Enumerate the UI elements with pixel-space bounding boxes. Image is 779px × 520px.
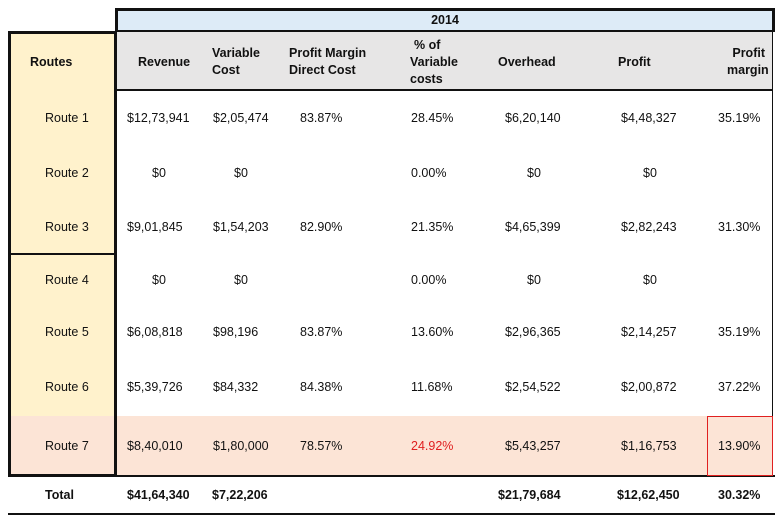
overhead-cell[interactable]: $2,96,365: [505, 325, 561, 339]
revenue-cell[interactable]: $8,40,010: [127, 439, 183, 453]
total-profit[interactable]: $12,62,450: [617, 488, 680, 502]
divider: [8, 475, 775, 477]
overhead-cell[interactable]: $2,54,522: [505, 380, 561, 394]
profit-cell[interactable]: $2,82,243: [621, 219, 677, 234]
route7-highlight: [11, 416, 114, 474]
divider: [8, 513, 775, 515]
total-route[interactable]: Total: [45, 488, 74, 502]
pct-variable-cell[interactable]: 11.68%: [411, 380, 453, 394]
pct-variable-cell[interactable]: 21.35%: [411, 219, 454, 234]
revenue-cell[interactable]: $5,39,726: [127, 380, 183, 394]
overhead-cell[interactable]: $0: [527, 166, 541, 180]
revenue-cell[interactable]: $6,08,818: [127, 325, 183, 339]
pm-direct-cell[interactable]: 83.87%: [300, 325, 343, 339]
variable-cost-cell[interactable]: $2,05,474: [213, 111, 269, 125]
profit-cell[interactable]: $2,14,257: [621, 325, 677, 339]
revenue-cell[interactable]: $0: [152, 166, 166, 180]
total-variable-cost[interactable]: $7,22,206: [212, 488, 268, 502]
profit-margin-cell[interactable]: 13.90%: [718, 439, 761, 453]
route-cell[interactable]: Route 6: [45, 380, 89, 394]
header-row: [117, 31, 773, 91]
total-revenue[interactable]: $41,64,340: [127, 488, 190, 502]
route7-row-highlight: [117, 416, 773, 476]
pct-variable-cell[interactable]: 0.00%: [411, 166, 447, 180]
variable-cost-cell[interactable]: $1,54,203: [213, 219, 269, 234]
overhead-cell[interactable]: $4,65,399: [505, 219, 561, 234]
profit-cell[interactable]: $4,48,327: [621, 111, 677, 125]
profit-margin-cell[interactable]: 35.19%: [718, 325, 761, 339]
divider: [772, 91, 773, 477]
header-revenue: Revenue: [138, 55, 191, 69]
header-overhead: Overhead: [498, 55, 556, 69]
overhead-cell[interactable]: $0: [527, 272, 541, 287]
route-cell[interactable]: Route 2: [45, 166, 89, 180]
revenue-cell[interactable]: $12,73,941: [127, 111, 190, 125]
route-cell[interactable]: Route 4: [45, 272, 89, 287]
header-profit: Profit: [618, 55, 651, 69]
divider: [8, 253, 117, 255]
route-cell[interactable]: Route 1: [45, 111, 89, 125]
variable-cost-cell[interactable]: $98,196: [213, 325, 259, 339]
pct-variable-cell[interactable]: 0.00%: [411, 272, 447, 287]
variable-cost-cell[interactable]: $1,80,000: [213, 439, 269, 453]
header-variable-cost: Variable Cost: [212, 46, 260, 77]
profit-cell[interactable]: $0: [643, 272, 657, 287]
variable-cost-cell[interactable]: $84,332: [213, 380, 259, 394]
overhead-cell[interactable]: $6,20,140: [505, 111, 561, 125]
profit-cell[interactable]: $2,00,872: [621, 380, 677, 394]
profit-cell[interactable]: $0: [643, 166, 657, 180]
header-profit-margin-direct-cost: Profit Margin Direct Cost: [289, 46, 367, 77]
total-overhead[interactable]: $21,79,684: [498, 488, 561, 502]
revenue-cell[interactable]: $9,01,845: [127, 219, 183, 234]
selected-cell-outline[interactable]: [707, 416, 773, 476]
route-cell[interactable]: Route 7: [45, 439, 89, 453]
header-pct-variable-costs: % of Variable costs: [410, 38, 458, 86]
total-profit-margin[interactable]: 30.32%: [718, 488, 761, 502]
profit-cell[interactable]: $1,16,753: [621, 439, 677, 453]
profit-margin-cell[interactable]: 31.30%: [718, 219, 761, 234]
profit-margin-cell[interactable]: 37.22%: [718, 380, 761, 394]
profit-margin-cell[interactable]: 35.19%: [718, 111, 761, 125]
variable-cost-cell[interactable]: $0: [234, 166, 248, 180]
header-profit-margin: Profit margin: [727, 46, 769, 77]
variable-cost-cell[interactable]: $0: [234, 272, 248, 287]
pct-variable-cell[interactable]: 13.60%: [411, 325, 454, 339]
year-header: 2014: [115, 8, 775, 32]
pm-direct-cell[interactable]: 82.90%: [300, 219, 343, 234]
pct-variable-cell[interactable]: 28.45%: [411, 111, 454, 125]
revenue-cell[interactable]: $0: [152, 272, 166, 287]
route-cell[interactable]: Route 3: [45, 219, 89, 234]
pct-variable-cell[interactable]: 24.92%: [411, 439, 454, 453]
header-routes: Routes: [30, 55, 73, 69]
pm-direct-cell[interactable]: 78.57%: [300, 439, 343, 453]
pm-direct-cell[interactable]: 84.38%: [300, 380, 343, 394]
route-cell[interactable]: Route 5: [45, 325, 89, 339]
overhead-cell[interactable]: $5,43,257: [505, 439, 561, 453]
pm-direct-cell[interactable]: 83.87%: [300, 111, 343, 125]
